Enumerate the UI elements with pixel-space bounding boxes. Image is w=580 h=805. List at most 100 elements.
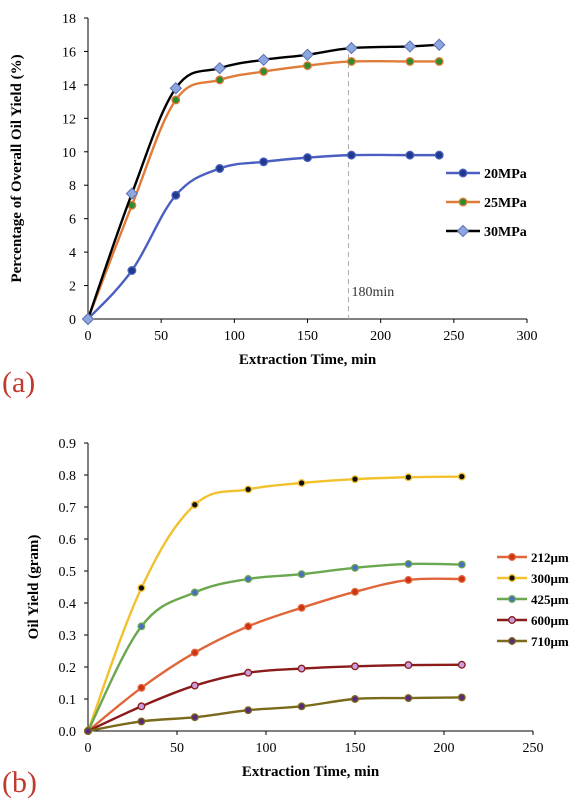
chart-b-legend-marker — [508, 553, 516, 561]
chart-b-y-tick-label: 0.2 — [59, 661, 77, 676]
chart-a-data-point — [169, 82, 183, 95]
chart-b-data-point — [404, 473, 413, 482]
chart-a-data-point — [171, 95, 181, 105]
chart-b-data-point — [137, 622, 146, 631]
chart-b-data-point — [137, 683, 146, 692]
chart-a-y-tick-label: 4 — [69, 246, 76, 261]
chart-b-y-tick-label: 0.0 — [59, 725, 77, 740]
chart-a-legend-label: 30MPa — [484, 225, 527, 240]
chart-a-legend-marker — [456, 224, 470, 238]
chart-b-data-point — [297, 664, 306, 673]
chart-b-series-line-710m — [87, 696, 462, 733]
chart-b-series — [84, 472, 466, 735]
chart-a-y-tick-label: 2 — [69, 280, 76, 295]
chart-b-data-point — [404, 661, 413, 670]
chart-b-panel-label: (b) — [2, 766, 37, 799]
chart-b-legend-label: 710μm — [531, 634, 569, 649]
chart-b-axes: 0 50 100 150 200 250 0.0 0.1 0.2 0.3 0.4 0.5 0.6 0.7 0… — [59, 437, 544, 756]
chart-b-data-point — [137, 702, 146, 711]
chart-b-y-tick-label: 0.1 — [59, 693, 77, 708]
chart-b-data-point — [351, 587, 359, 596]
chart-b-x-tick-label: 100 — [256, 741, 277, 756]
chart-a-annotation-label: 180min — [351, 285, 394, 300]
chart-b-x-tick-label: 250 — [523, 741, 544, 756]
chart-b-data-point — [297, 570, 306, 579]
chart-b-legend-label: 600μm — [531, 613, 569, 628]
chart-a-data-point — [405, 150, 415, 160]
chart-b-legend-marker — [508, 574, 516, 582]
chart-a-data-point — [434, 57, 444, 66]
chart-a-axes: 0 50 100 150 200 250 300 0 2 4 6 8 10 12 14 16 18 — [62, 12, 538, 344]
chart-b-data-point — [190, 588, 199, 597]
chart-b-legend-label: 212μm — [531, 550, 569, 565]
chart-b-data-point — [351, 563, 359, 572]
chart-b-y-tick-label: 0.8 — [59, 469, 77, 484]
chart-a-data-point — [432, 38, 446, 51]
chart-b-data-point — [190, 681, 199, 690]
chart-b-data-point — [137, 584, 146, 592]
chart-b-data-point — [137, 717, 146, 726]
chart-b-data-point — [457, 660, 466, 669]
chart-b-data-point — [457, 560, 466, 569]
chart-a-panel-label: (a) — [2, 366, 35, 399]
chart-a-data-point — [303, 61, 312, 71]
chart-b-data-point — [351, 475, 359, 484]
chart-a-data-point — [346, 57, 356, 66]
chart-a-annotation: 180min — [347, 54, 394, 319]
chart-a-data-point — [434, 150, 444, 160]
chart-b-data-point — [457, 472, 466, 481]
chart-a-legend: 20MPa 25MPa 30MPa — [446, 167, 527, 240]
chart-b-data-point — [244, 706, 253, 715]
chart-b-series-line-300m — [86, 475, 462, 732]
chart-b-data-point — [190, 713, 199, 722]
chart-a-y-tick-label: 10 — [62, 146, 76, 161]
chart-b: 0 50 100 150 200 250 0.0 0.1 0.2 0.3 0.4 0.5 0.6 0.7 0… — [2, 437, 569, 799]
chart-a-data-point — [171, 190, 181, 200]
chart-b-data-point — [457, 693, 466, 702]
chart-b-x-tick-label: 200 — [434, 741, 455, 756]
chart-a-series — [81, 38, 446, 326]
chart-b-legend-marker — [508, 616, 516, 624]
chart-a-data-point — [301, 48, 314, 61]
chart-b-y-axis-label: Oil Yield (gram) — [26, 535, 42, 640]
chart-b-data-point — [297, 702, 306, 711]
chart-b-y-tick-label: 0.3 — [59, 629, 77, 644]
chart-b-data-point — [190, 500, 199, 509]
chart-a-y-tick-label: 8 — [69, 179, 76, 194]
chart-a-data-point — [125, 187, 139, 200]
chart-a-y-tick-label: 18 — [62, 12, 76, 27]
chart-b-data-point — [404, 694, 413, 702]
chart-a-data-point — [81, 312, 95, 326]
chart-a-y-tick-label: 6 — [69, 213, 76, 228]
chart-b-legend-label: 425μm — [531, 592, 569, 607]
chart-b-legend-label: 300μm — [531, 571, 569, 586]
chart-a-x-tick-label: 300 — [517, 329, 538, 344]
chart-b-data-point — [244, 485, 253, 494]
chart-a-y-tick-label: 0 — [69, 313, 76, 328]
chart-a-data-point — [303, 153, 312, 163]
chart-a-x-tick-label: 50 — [154, 329, 168, 344]
chart-a-y-tick-label: 12 — [62, 112, 76, 127]
chart-b-x-tick-label: 150 — [345, 741, 366, 756]
chart-a-y-tick-label: 16 — [62, 45, 76, 60]
chart-b-data-point — [244, 575, 253, 583]
chart-b-data-point — [190, 648, 199, 657]
chart-a-x-tick-label: 0 — [85, 329, 92, 344]
chart-a-legend-label: 20MPa — [484, 167, 527, 182]
chart-b-y-tick-label: 0.7 — [59, 501, 77, 516]
chart-a-y-axis-label: Percentage of Overall Oil Yield (%) — [9, 54, 25, 282]
chart-b-data-point — [351, 662, 359, 671]
chart-b-x-tick-label: 0 — [85, 741, 92, 756]
chart-b-y-tick-label: 0.5 — [59, 565, 77, 580]
chart-a-legend-marker — [458, 197, 468, 207]
chart-b-series-line-600m — [87, 663, 462, 733]
chart-a-data-point — [259, 157, 269, 167]
chart-b-x-axis-label: Extraction Time, min — [242, 764, 380, 780]
chart-b-data-point — [244, 668, 253, 677]
chart-a-data-point — [403, 40, 417, 53]
chart-b-legend-marker — [508, 637, 516, 645]
chart-a-legend-label: 25MPa — [484, 196, 527, 211]
chart-b-data-point — [404, 560, 413, 568]
chart-b-legend-marker — [508, 595, 516, 603]
